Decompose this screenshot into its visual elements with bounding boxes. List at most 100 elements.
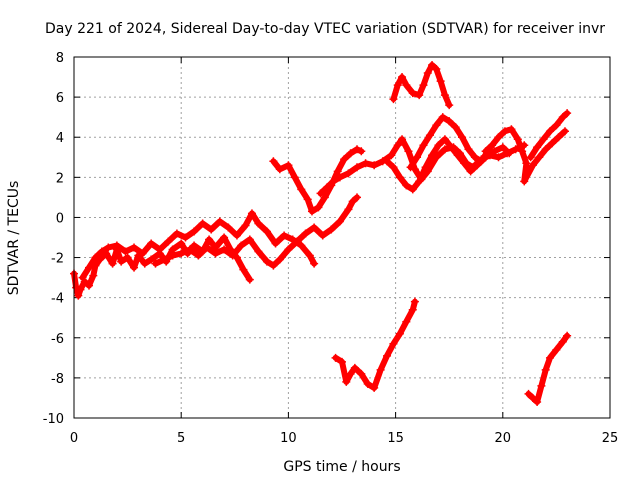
data-point	[303, 195, 312, 204]
data-point	[393, 141, 402, 150]
data-point	[76, 285, 85, 294]
data-point	[541, 145, 550, 154]
data-point	[104, 243, 113, 252]
data-point	[440, 135, 449, 144]
data-point	[91, 253, 100, 262]
x-tick-label: 25	[602, 431, 619, 446]
data-point	[241, 221, 250, 230]
data-point	[237, 241, 246, 250]
data-point	[526, 153, 535, 162]
data-point	[344, 169, 353, 178]
series-line	[525, 332, 571, 405]
data-point	[338, 357, 346, 366]
data-point	[554, 133, 563, 142]
data-point	[245, 275, 254, 284]
data-point	[383, 157, 392, 166]
x-tick-label: 0	[70, 431, 78, 446]
data-point	[505, 149, 514, 158]
data-point	[74, 291, 83, 300]
data-point	[320, 193, 329, 202]
data-point	[494, 153, 503, 162]
data-point	[563, 109, 572, 118]
data-point	[130, 243, 139, 252]
data-point	[284, 245, 293, 254]
data-point	[438, 113, 447, 122]
data-point	[117, 257, 126, 266]
data-point	[353, 193, 362, 202]
data-point	[335, 217, 344, 226]
x-axis: 0 5 10 15 20 25	[70, 57, 618, 446]
data-point	[72, 283, 81, 292]
data-point	[232, 231, 241, 240]
x-tick-label: 20	[495, 431, 512, 446]
data-point	[194, 251, 203, 260]
data-point	[322, 183, 331, 192]
data-point	[147, 239, 156, 248]
data-point	[528, 393, 537, 402]
data-point	[383, 351, 392, 360]
data-point	[440, 145, 449, 154]
data-point	[177, 239, 186, 248]
data-point	[340, 155, 349, 164]
chart-title: Day 221 of 2024, Sidereal Day-to-day VTE…	[45, 21, 605, 37]
data-point	[314, 203, 323, 212]
data-point	[389, 339, 398, 348]
data-point	[507, 125, 516, 134]
data-point	[357, 369, 366, 378]
data-point	[552, 345, 561, 354]
data-point	[348, 197, 357, 206]
data-point	[344, 205, 353, 214]
data-point	[389, 163, 398, 172]
data-point	[155, 245, 164, 254]
y-tick-label: 2	[56, 171, 64, 186]
data-point	[245, 235, 254, 244]
data-point	[224, 223, 233, 232]
y-tick-label: 6	[56, 91, 64, 106]
data-point	[147, 255, 156, 264]
data-point	[533, 143, 542, 152]
data-point	[524, 389, 533, 398]
x-tick-label: 10	[280, 431, 297, 446]
data-point	[220, 245, 229, 254]
data-point	[202, 243, 211, 252]
data-point	[398, 73, 407, 82]
data-point	[211, 249, 220, 258]
data-point	[376, 365, 385, 374]
data-series	[70, 61, 572, 406]
data-point	[363, 379, 372, 388]
data-point	[451, 123, 460, 132]
data-point	[370, 161, 379, 170]
data-point	[406, 163, 415, 172]
data-point	[528, 161, 537, 170]
data-point	[402, 181, 411, 190]
data-point	[402, 317, 411, 326]
x-tick-label: 15	[387, 431, 404, 446]
y-tick-label: 8	[56, 51, 64, 66]
data-point	[297, 185, 306, 194]
data-point	[247, 209, 256, 218]
data-point	[353, 163, 362, 172]
data-point	[280, 231, 289, 240]
data-point	[78, 273, 87, 282]
data-point	[112, 241, 121, 250]
data-point	[168, 251, 177, 260]
data-point	[421, 163, 430, 172]
data-point	[301, 229, 310, 238]
data-point	[205, 235, 214, 244]
data-point	[215, 217, 224, 226]
y-axis-label: SDTVAR / TECUs	[6, 181, 22, 296]
data-point	[275, 255, 284, 264]
data-point	[404, 147, 413, 156]
data-point	[228, 251, 237, 260]
data-point	[558, 113, 567, 122]
data-point	[432, 121, 441, 130]
data-point	[140, 259, 149, 268]
data-point	[97, 247, 106, 256]
data-point	[130, 263, 139, 272]
data-point	[428, 61, 437, 70]
data-point	[89, 271, 98, 280]
data-point	[447, 143, 456, 152]
data-point	[290, 173, 299, 182]
data-point	[464, 145, 473, 154]
data-point	[413, 153, 422, 162]
